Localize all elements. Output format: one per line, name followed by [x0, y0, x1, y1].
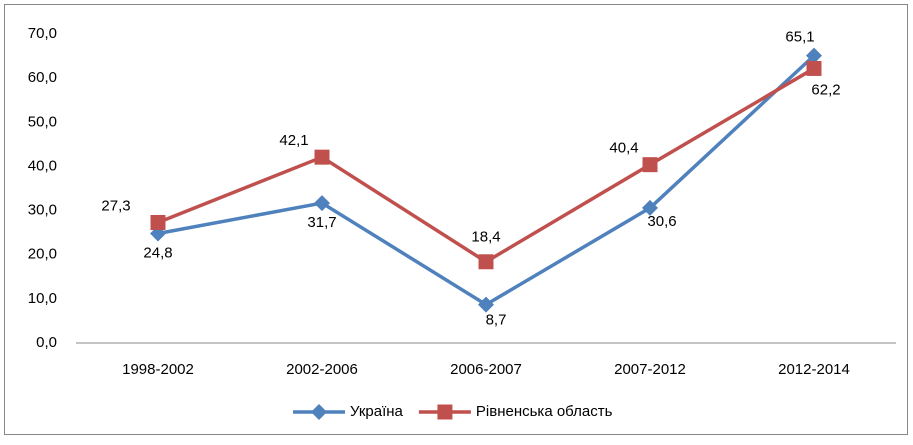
y-tick-label: 20,0 — [28, 246, 57, 263]
data-label: 24,8 — [143, 244, 172, 261]
x-tick-label: 1998-2002 — [122, 361, 194, 378]
point — [806, 47, 822, 64]
point — [478, 296, 494, 313]
point — [150, 214, 166, 230]
x-tick-label: 2012-2014 — [778, 361, 850, 378]
y-tick-label: 40,0 — [28, 157, 57, 174]
data-label: 31,7 — [307, 214, 336, 231]
y-tick-label: 10,0 — [28, 290, 57, 307]
y-tick-label: 50,0 — [28, 113, 57, 130]
x-tick-label: 2002-2006 — [286, 361, 358, 378]
y-tick-label: 30,0 — [28, 202, 57, 219]
x-tick-label: 2007-2012 — [614, 361, 686, 378]
point — [314, 195, 330, 212]
y-tick-label: 60,0 — [28, 69, 57, 86]
point — [806, 60, 822, 76]
data-label: 40,4 — [609, 140, 638, 157]
point — [642, 157, 658, 173]
point — [642, 199, 658, 216]
data-label: 65,1 — [785, 29, 814, 46]
legend-label: Україна — [350, 403, 404, 420]
x-tick-label: 2006-2007 — [450, 361, 522, 378]
data-label: 42,1 — [279, 132, 308, 149]
point — [478, 254, 494, 270]
legend-label: Рівненська область — [476, 403, 613, 420]
data-label: 8,7 — [486, 312, 507, 329]
point — [314, 149, 330, 165]
data-label: 18,4 — [471, 229, 500, 246]
data-label: 27,3 — [101, 197, 130, 214]
legend-marker — [311, 404, 327, 420]
data-label: 30,6 — [647, 213, 676, 230]
y-tick-label: 0,0 — [36, 334, 57, 351]
legend-marker — [437, 404, 453, 420]
y-tick-label: 70,0 — [28, 25, 57, 42]
data-label: 62,2 — [811, 81, 840, 98]
